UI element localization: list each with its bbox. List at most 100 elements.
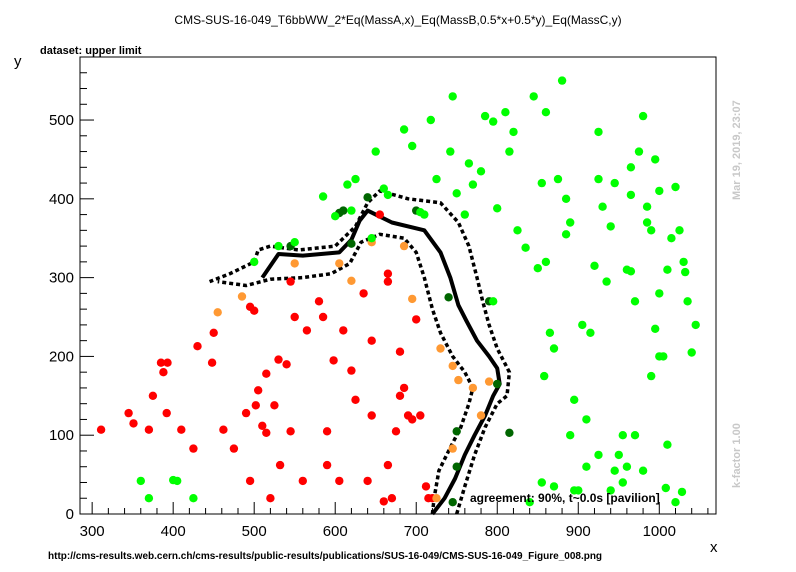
x-tick-label-300: 300: [80, 523, 105, 540]
point-allowed-96: [630, 431, 640, 440]
point-allowed-88: [173, 476, 182, 486]
point-excluded-41: [339, 326, 348, 335]
point-allowed-102: [537, 478, 546, 487]
point-near_boundary-12: [505, 428, 514, 437]
point-allowed-100: [582, 462, 591, 471]
point-allowed-59: [606, 222, 615, 231]
point-allowed-28: [493, 204, 502, 213]
point-allowed-105: [655, 352, 664, 361]
point-allowed-93: [663, 440, 672, 449]
point-near_boundary-6: [444, 293, 453, 302]
point-allowed-8: [367, 234, 376, 243]
point-allowed-36: [537, 178, 546, 188]
x-tick-label-600: 600: [323, 523, 348, 540]
y-tick-label-100: 100: [49, 427, 74, 444]
point-excluded-21: [254, 386, 263, 395]
point-allowed-49: [570, 395, 579, 404]
point-excluded-60: [416, 411, 425, 420]
point-allowed-103: [525, 498, 534, 507]
point-allowed-23: [468, 180, 478, 189]
point-allowed-43: [557, 76, 567, 85]
point-excluded-37: [322, 427, 332, 436]
point-allowed-52: [582, 415, 591, 424]
contour-solid-0: [260, 208, 502, 516]
point-excluded-56: [395, 347, 405, 356]
point-excluded-48: [375, 210, 384, 219]
y-axis-label: y: [14, 53, 22, 70]
point-allowed-32: [513, 226, 522, 235]
point-allowed-29: [501, 108, 510, 117]
point-excluded-5: [156, 358, 166, 367]
point-excluded-45: [363, 476, 372, 486]
point-allowed-55: [594, 174, 603, 184]
point-allowed-50: [574, 486, 583, 495]
point-marginal-15: [484, 377, 494, 386]
point-excluded-59: [408, 415, 417, 424]
point-near_boundary-8: [452, 462, 461, 471]
point-excluded-61: [412, 315, 421, 324]
point-allowed-92: [677, 487, 687, 497]
point-excluded-47: [367, 336, 376, 345]
source-url: http://cms-results.web.cern.ch/cms-resul…: [48, 551, 602, 562]
point-allowed-26: [489, 297, 498, 306]
point-excluded-8: [162, 408, 171, 418]
point-allowed-6: [347, 206, 356, 215]
point-excluded-0: [96, 425, 106, 434]
point-allowed-73: [651, 155, 660, 164]
point-excluded-12: [207, 358, 217, 367]
point-allowed-99: [594, 450, 603, 460]
point-excluded-35: [314, 297, 324, 306]
point-allowed-56: [594, 127, 603, 137]
point-marginal-6: [399, 241, 409, 251]
point-allowed-33: [521, 243, 530, 252]
point-excluded-32: [290, 312, 299, 322]
point-excluded-31: [286, 427, 295, 436]
point-allowed-72: [647, 226, 656, 235]
x-tick-label-900: 900: [566, 523, 591, 540]
point-excluded-62: [421, 482, 431, 491]
kfactor-watermark: k-factor 1.00: [731, 423, 743, 488]
point-allowed-78: [671, 182, 680, 192]
point-excluded-1: [124, 408, 133, 418]
point-excluded-6: [159, 368, 168, 377]
point-allowed-104: [655, 186, 664, 196]
point-allowed-101: [549, 482, 559, 491]
point-marginal-9: [436, 344, 445, 353]
point-excluded-20: [251, 401, 260, 410]
point-allowed-74: [655, 289, 664, 298]
point-allowed-39: [541, 108, 551, 117]
point-excluded-25: [266, 494, 275, 503]
point-allowed-62: [614, 450, 623, 460]
point-excluded-44: [359, 289, 368, 298]
point-allowed-7: [351, 174, 360, 184]
agreement-annotation: agreement: 90%, t~0.0s [pavilion]: [470, 491, 660, 505]
point-allowed-97: [622, 462, 632, 471]
point-allowed-67: [626, 163, 636, 172]
point-allowed-34: [529, 92, 538, 101]
point-allowed-82: [683, 297, 692, 306]
point-marginal-3: [335, 259, 344, 268]
y-tick-label-200: 200: [49, 348, 74, 365]
point-allowed-77: [667, 234, 676, 243]
point-excluded-36: [318, 312, 328, 322]
point-allowed-71: [642, 202, 652, 211]
point-allowed-2: [290, 238, 299, 247]
point-excluded-14: [219, 425, 228, 434]
point-allowed-81: [681, 267, 690, 277]
point-allowed-5: [343, 180, 352, 189]
point-excluded-28: [275, 460, 285, 470]
point-allowed-90: [661, 483, 670, 493]
point-allowed-38: [541, 257, 551, 267]
point-allowed-68: [630, 297, 640, 306]
point-allowed-79: [675, 226, 684, 235]
point-marginal-1: [237, 292, 247, 301]
point-allowed-83: [687, 348, 696, 357]
y-tick-label-300: 300: [49, 270, 74, 287]
point-near_boundary-3: [347, 239, 356, 248]
contour-dashed-1: [208, 189, 512, 515]
point-allowed-18: [446, 147, 455, 156]
point-excluded-42: [347, 366, 356, 375]
point-marginal-4: [347, 276, 356, 285]
point-excluded-50: [383, 460, 393, 470]
point-excluded-34: [302, 326, 312, 335]
